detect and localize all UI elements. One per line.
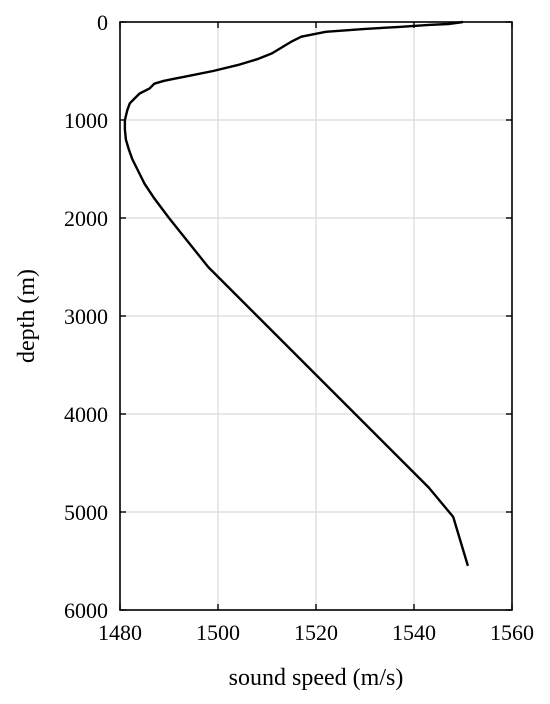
y-tick-label: 0 <box>97 10 108 35</box>
x-tick-label: 1500 <box>196 620 240 645</box>
sound-speed-profile-line <box>123 20 470 567</box>
y-tick-label: 5000 <box>64 500 108 525</box>
y-axis-label: depth (m) <box>14 269 40 363</box>
y-tick-label: 1000 <box>64 108 108 133</box>
x-tick-label: 1520 <box>294 620 338 645</box>
x-tick-label: 1540 <box>392 620 436 645</box>
y-tick-label: 6000 <box>64 598 108 623</box>
x-tick-label: 1480 <box>98 620 142 645</box>
y-tick-label: 2000 <box>64 206 108 231</box>
y-tick-label: 3000 <box>64 304 108 329</box>
grid-lines <box>119 21 513 611</box>
x-axis-label: sound speed (m/s) <box>229 665 404 691</box>
x-tick-label: 1560 <box>490 620 534 645</box>
axis-ticks: 1480 1500 1520 1540 1560 0 1000 2000 3000 4000 500… <box>64 10 534 645</box>
y-tick-label: 4000 <box>64 402 108 427</box>
